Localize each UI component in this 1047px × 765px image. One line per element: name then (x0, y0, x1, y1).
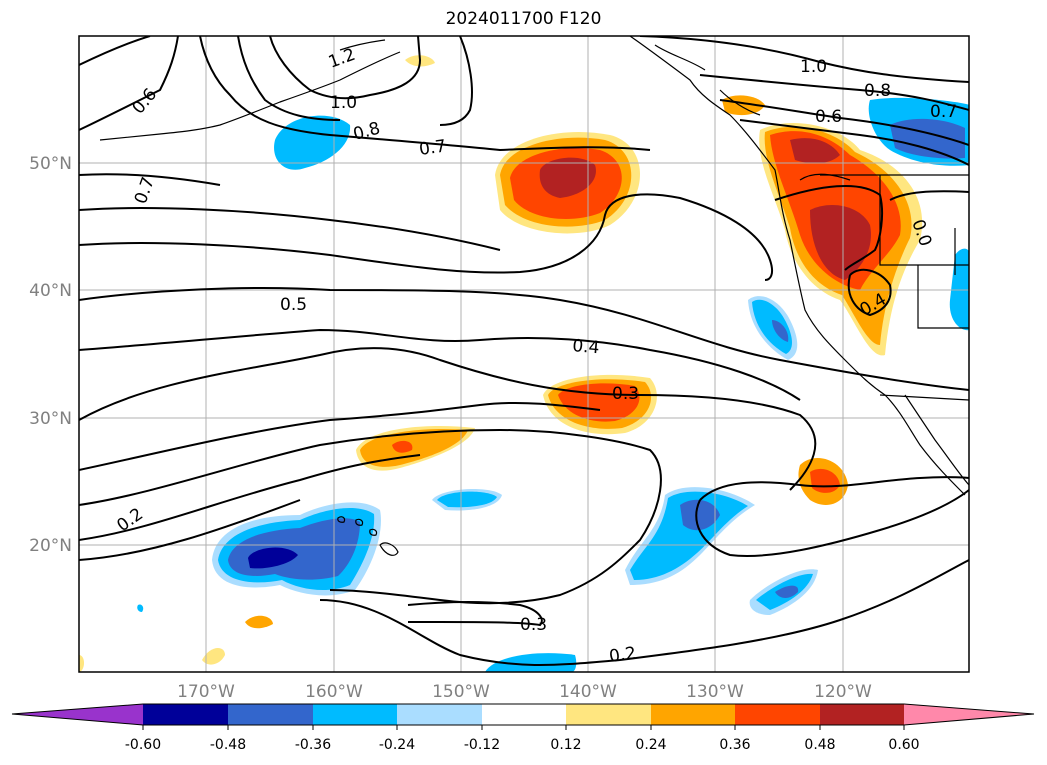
lon-tick-label: 160°W (305, 682, 363, 702)
anomaly-fill-layer (79, 55, 969, 672)
contour-label: 1.2 (326, 45, 358, 73)
colorbar-segment (143, 704, 228, 725)
colorbar: -0.60 -0.48 -0.36 -0.24 -0.12 0.12 0.24 … (11, 703, 1035, 753)
colorbar-tick-label: -0.60 (125, 737, 161, 753)
contour-lines (79, 36, 969, 666)
colorbar-tick-label: -0.36 (295, 737, 331, 753)
coastline-layer (99, 36, 969, 556)
contour-label: 0.7 (418, 136, 448, 160)
lon-tick-label: 150°W (432, 682, 490, 702)
contour-label: 1.0 (800, 57, 827, 77)
lon-tick-label: 130°W (686, 682, 744, 702)
colorbar-tick-label: 0.60 (888, 737, 919, 753)
contour-label: 1.0 (330, 93, 357, 113)
colorbar-segment (313, 704, 397, 725)
colorbar-tick-label: 0.36 (719, 737, 750, 753)
lon-tick-label: 120°W (814, 682, 872, 702)
colorbar-segment (651, 704, 735, 725)
colorbar-segment (820, 704, 904, 725)
colorbar-segment (228, 704, 313, 725)
contour-label: 0.6 (815, 107, 842, 127)
contour-label: 0.2 (113, 504, 147, 536)
contour-label: 0.3 (520, 615, 547, 635)
colorbar-tick-label: 0.24 (635, 737, 666, 753)
colorbar-extend-low (12, 704, 143, 725)
contour-label: 0.6 (129, 85, 162, 119)
lat-tick-label: 40°N (29, 281, 72, 301)
colorbar-tick-label: 0.48 (804, 737, 835, 753)
colorbar-extend-high (904, 704, 1034, 725)
latitude-axis: 50°N 40°N 30°N 20°N (29, 154, 72, 556)
colorbar-segment (397, 704, 482, 725)
contour-label: 0.8 (351, 119, 382, 145)
lat-tick-label: 30°N (29, 409, 72, 429)
lon-tick-label: 140°W (559, 682, 617, 702)
contour-label: 0.5 (280, 295, 307, 315)
contour-label: 0.7 (131, 174, 159, 206)
contour-label: 0.4 (572, 336, 601, 358)
lon-tick-label: 170°W (177, 682, 235, 702)
colorbar-segment (735, 704, 820, 725)
colorbar-segment (566, 704, 651, 725)
contour-label: 0.7 (930, 102, 957, 122)
colorbar-segment (482, 704, 566, 725)
contour-label: 0.3 (612, 384, 639, 404)
lat-tick-label: 50°N (29, 154, 72, 174)
longitude-axis: 170°W 160°W 150°W 140°W 130°W 120°W (177, 682, 872, 702)
map-title: 2024011700 F120 (445, 9, 602, 29)
colorbar-tick-label: -0.48 (210, 737, 246, 753)
colorbar-tick-label: 0.12 (550, 737, 581, 753)
contour-label: 0.8 (864, 81, 891, 101)
colorbar-tick-label: -0.12 (464, 737, 500, 753)
graticule-grid (79, 36, 969, 672)
colorbar-tick-label: -0.24 (379, 737, 415, 753)
contour-label: 0.2 (608, 643, 638, 667)
lat-tick-label: 20°N (29, 536, 72, 556)
map-frame (78, 35, 970, 673)
